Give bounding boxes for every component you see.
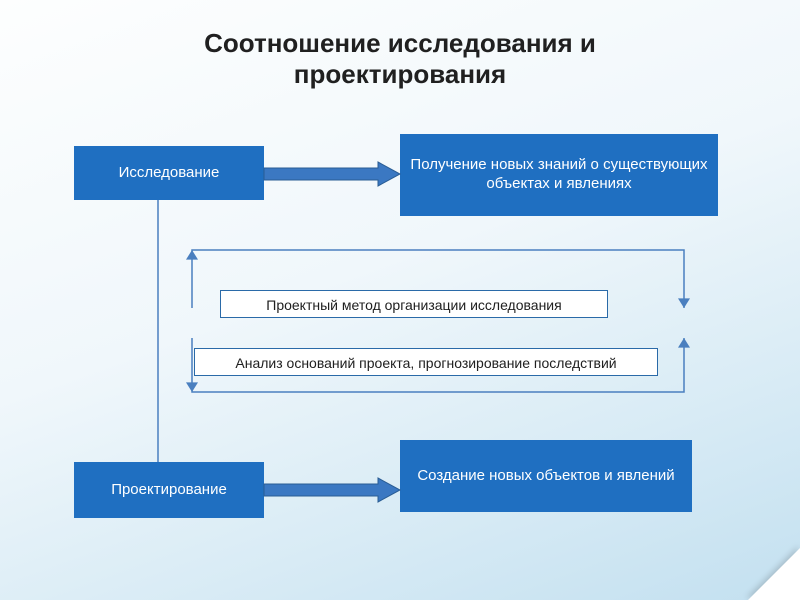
- label-method: Проектный метод организации исследования: [220, 290, 608, 318]
- page-corner-fold: [748, 548, 800, 600]
- node-research-label: Исследование: [119, 164, 220, 183]
- slide-title: Соотношение исследования и проектировани…: [0, 28, 800, 90]
- label-analysis: Анализ оснований проекта, прогнозировани…: [194, 348, 658, 376]
- node-research: Исследование: [74, 146, 264, 200]
- node-new-knowledge: Получение новых знаний о существующих об…: [400, 134, 718, 216]
- title-line2: проектирования: [0, 59, 800, 90]
- node-new-objects: Создание новых объектов и явлений: [400, 440, 692, 512]
- arrowhead: [678, 298, 690, 308]
- label-analysis-text: Анализ оснований проекта, прогнозировани…: [235, 355, 616, 371]
- node-design-label: Проектирование: [111, 481, 227, 500]
- arrowhead: [186, 382, 198, 392]
- title-line1: Соотношение исследования и: [0, 28, 800, 59]
- label-method-text: Проектный метод организации исследования: [266, 297, 561, 313]
- node-new-objects-label: Создание новых объектов и явлений: [417, 467, 674, 486]
- node-design: Проектирование: [74, 462, 264, 518]
- arrowhead: [678, 338, 690, 348]
- thick-arrow: [264, 162, 400, 186]
- arrowhead: [186, 250, 198, 260]
- thick-arrow: [264, 478, 400, 502]
- node-new-knowledge-label: Получение новых знаний о существующих об…: [410, 156, 708, 194]
